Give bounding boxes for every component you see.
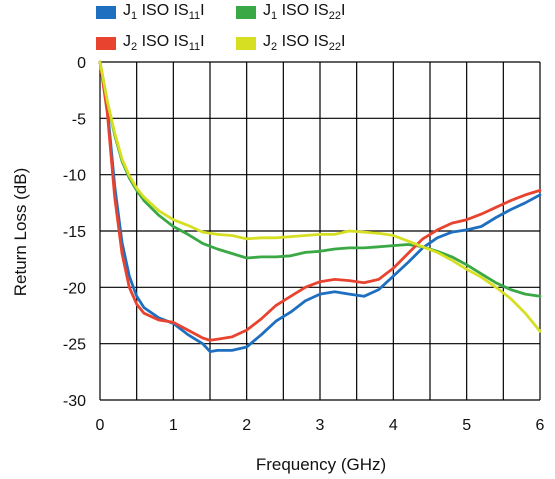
legend-item-j2-s11: J2 ISO IS11I <box>96 33 205 53</box>
x-tick-label: 3 <box>316 417 325 434</box>
legend-label-j1-s11: J1 ISO IS11I <box>123 2 205 23</box>
y-tick-label: 0 <box>77 55 86 72</box>
x-tick-label: 6 <box>536 417 545 434</box>
legend-item-j1-s11: J1 ISO IS11I <box>96 2 205 22</box>
legend-swatch-j2-s11 <box>96 36 116 50</box>
series-line-2 <box>98 60 542 342</box>
x-tick-label: 5 <box>462 417 471 434</box>
series-lines <box>98 60 542 354</box>
y-tick-label: -30 <box>63 393 86 410</box>
series-line-1 <box>98 60 542 298</box>
x-tick-label: 4 <box>389 417 398 434</box>
y-tick-label: -20 <box>63 280 86 297</box>
series-line-3 <box>98 60 542 333</box>
legend-swatch-j2-s22 <box>236 36 256 50</box>
x-tick-label: 1 <box>169 417 178 434</box>
y-tick-label: -10 <box>63 168 86 185</box>
legend-label-j2-s22: J2 ISO IS22I <box>263 33 346 54</box>
series-line-0 <box>98 60 542 354</box>
legend-swatch-j1-s11 <box>96 5 116 19</box>
x-axis-label: Frequency (GHz) <box>256 455 386 474</box>
y-tick-label: -15 <box>63 224 86 241</box>
legend-label-j1-s22: J1 ISO IS22I <box>263 2 346 23</box>
tick-labels: 0 1 2 3 4 5 6 0 -5 -10 -15 -20 -25 -30 <box>63 55 545 434</box>
legend-label-j2-s11: J2 ISO IS11I <box>123 33 205 54</box>
y-tick-label: -25 <box>63 337 86 354</box>
legend-item-j2-s22: J2 ISO IS22I <box>236 33 345 53</box>
grid <box>99 61 541 401</box>
x-tick-label: 0 <box>96 417 105 434</box>
y-axis-label: Return Loss (dB) <box>11 168 30 297</box>
legend-swatch-j1-s22 <box>236 5 256 19</box>
x-tick-label: 2 <box>242 417 251 434</box>
legend-item-j1-s22: J1 ISO IS22I <box>236 2 345 22</box>
y-tick-label: -5 <box>72 111 86 128</box>
